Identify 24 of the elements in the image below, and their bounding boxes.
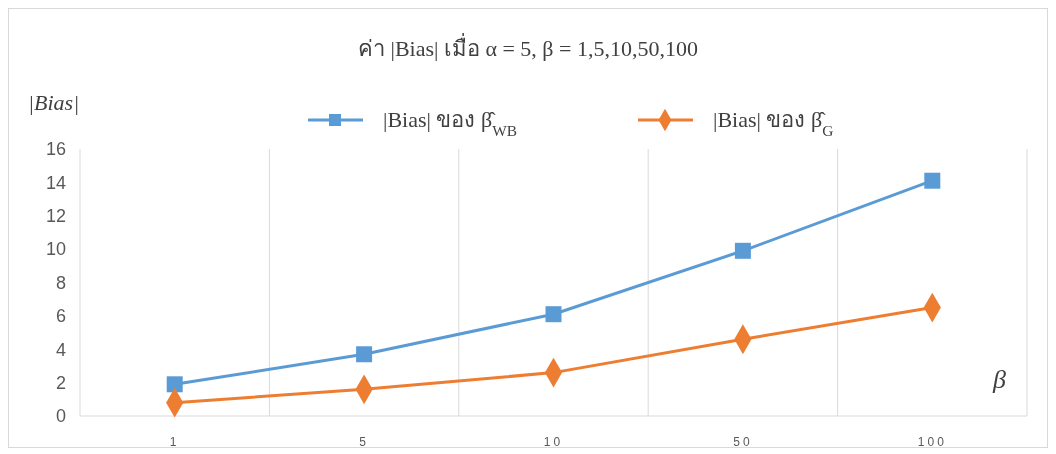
point [924, 172, 941, 189]
point [545, 306, 562, 323]
x-axis-title: β [992, 365, 1006, 394]
point [734, 242, 751, 259]
y-tick-label: 10 [45, 239, 66, 260]
legend-label: |Bias| ของ β̂$_{G}$ [713, 107, 834, 139]
y-tick-label: 8 [55, 272, 66, 293]
y-tick-label: 2 [55, 372, 66, 393]
x-tick-label: 50 [733, 435, 753, 449]
point [166, 376, 183, 393]
y-tick-label: 0 [55, 406, 66, 427]
y-tick-label: 12 [45, 206, 66, 227]
point [356, 346, 373, 363]
x-tick-label: 100 [917, 435, 947, 449]
y-tick-label: 14 [45, 172, 66, 193]
y-tick-label: 16 [45, 139, 66, 160]
x-tick-label: 5 [359, 435, 369, 449]
y-axis-title: |Bias| [28, 90, 80, 115]
x-tick-label: 1 [169, 435, 180, 449]
legend-label: |Bias| ของ β̂$_{WB}$ [383, 107, 517, 139]
y-tick-label: 4 [55, 339, 66, 360]
y-tick-label: 6 [55, 306, 66, 327]
chart-title: ค่า |Bias| เมื่อ α = 5, β = 1,5,10,50,100 [358, 33, 698, 61]
x-tick-label: 10 [543, 435, 564, 449]
